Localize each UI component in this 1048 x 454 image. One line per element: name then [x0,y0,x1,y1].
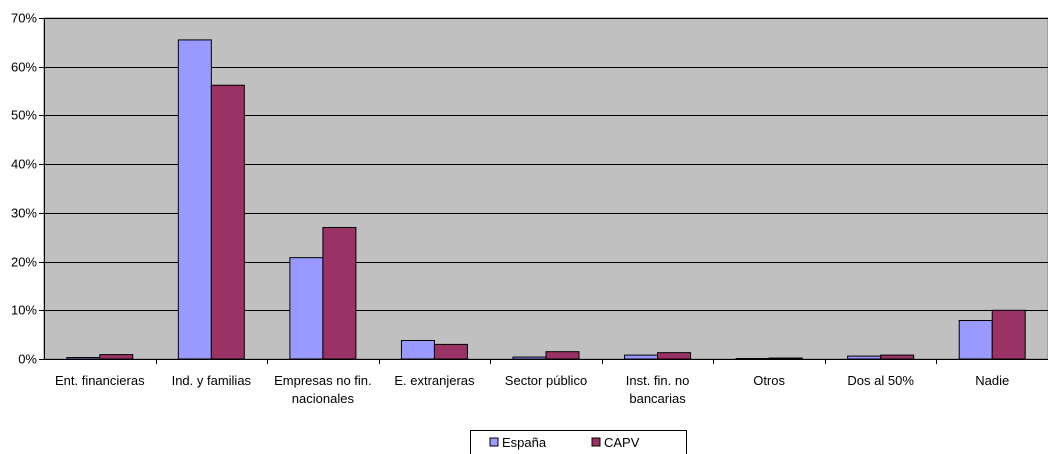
y-tick-label: 20% [11,255,37,270]
x-category-label: Ind. y familias [172,373,252,388]
bar-españa-7 [847,355,882,360]
x-category-label: Sector público [505,373,587,388]
bar-españa-2 [289,257,324,360]
x-category-label: Dos al 50% [847,373,914,388]
bar-capv-6 [768,357,803,360]
bar-españa-8 [958,320,993,360]
legend-box [470,430,687,454]
bar-españa-3 [400,339,435,360]
y-tick-label: 0% [18,352,37,367]
bar-españa-4 [512,356,547,360]
bar-capv-5 [657,352,692,360]
bar-capv-3 [433,343,468,360]
legend-label-capv: CAPV [604,435,640,450]
x-category-label: Ent. financieras [55,373,145,388]
x-category-label: Otros [753,373,785,388]
x-category-label: Inst. fin. no bancarias [626,373,690,406]
y-tick-label: 50% [11,108,37,123]
bar-capv-1 [210,84,245,360]
bar-capv-4 [545,351,580,360]
bar-capv-7 [880,354,915,360]
bar-capv-0 [99,354,134,360]
y-tick-label: 60% [11,60,37,75]
legend-swatch-capv [591,437,601,447]
y-tick-label: 30% [11,206,37,221]
legend-swatch-españa [489,437,499,447]
bar-capv-2 [322,226,357,360]
x-category-label: Empresas no fin. nacionales [274,373,372,406]
x-category-label: Nadie [975,373,1009,388]
legend: España CAPV [470,430,687,454]
y-tick-label: 40% [11,157,37,172]
legend-label-españa: España [502,435,547,450]
x-category-label: E. extranjeras [394,373,475,388]
bar-españa-0 [66,357,101,360]
y-tick-label: 70% [11,11,37,26]
axes: 0% 10% 20% 30% 40% 50% 60% 70% Ent. financieras I… [11,11,1048,406]
y-tick-label: 10% [11,303,37,318]
bar-españa-1 [177,39,212,360]
bar-capv-8 [991,309,1026,360]
bar-españa-5 [624,354,659,360]
